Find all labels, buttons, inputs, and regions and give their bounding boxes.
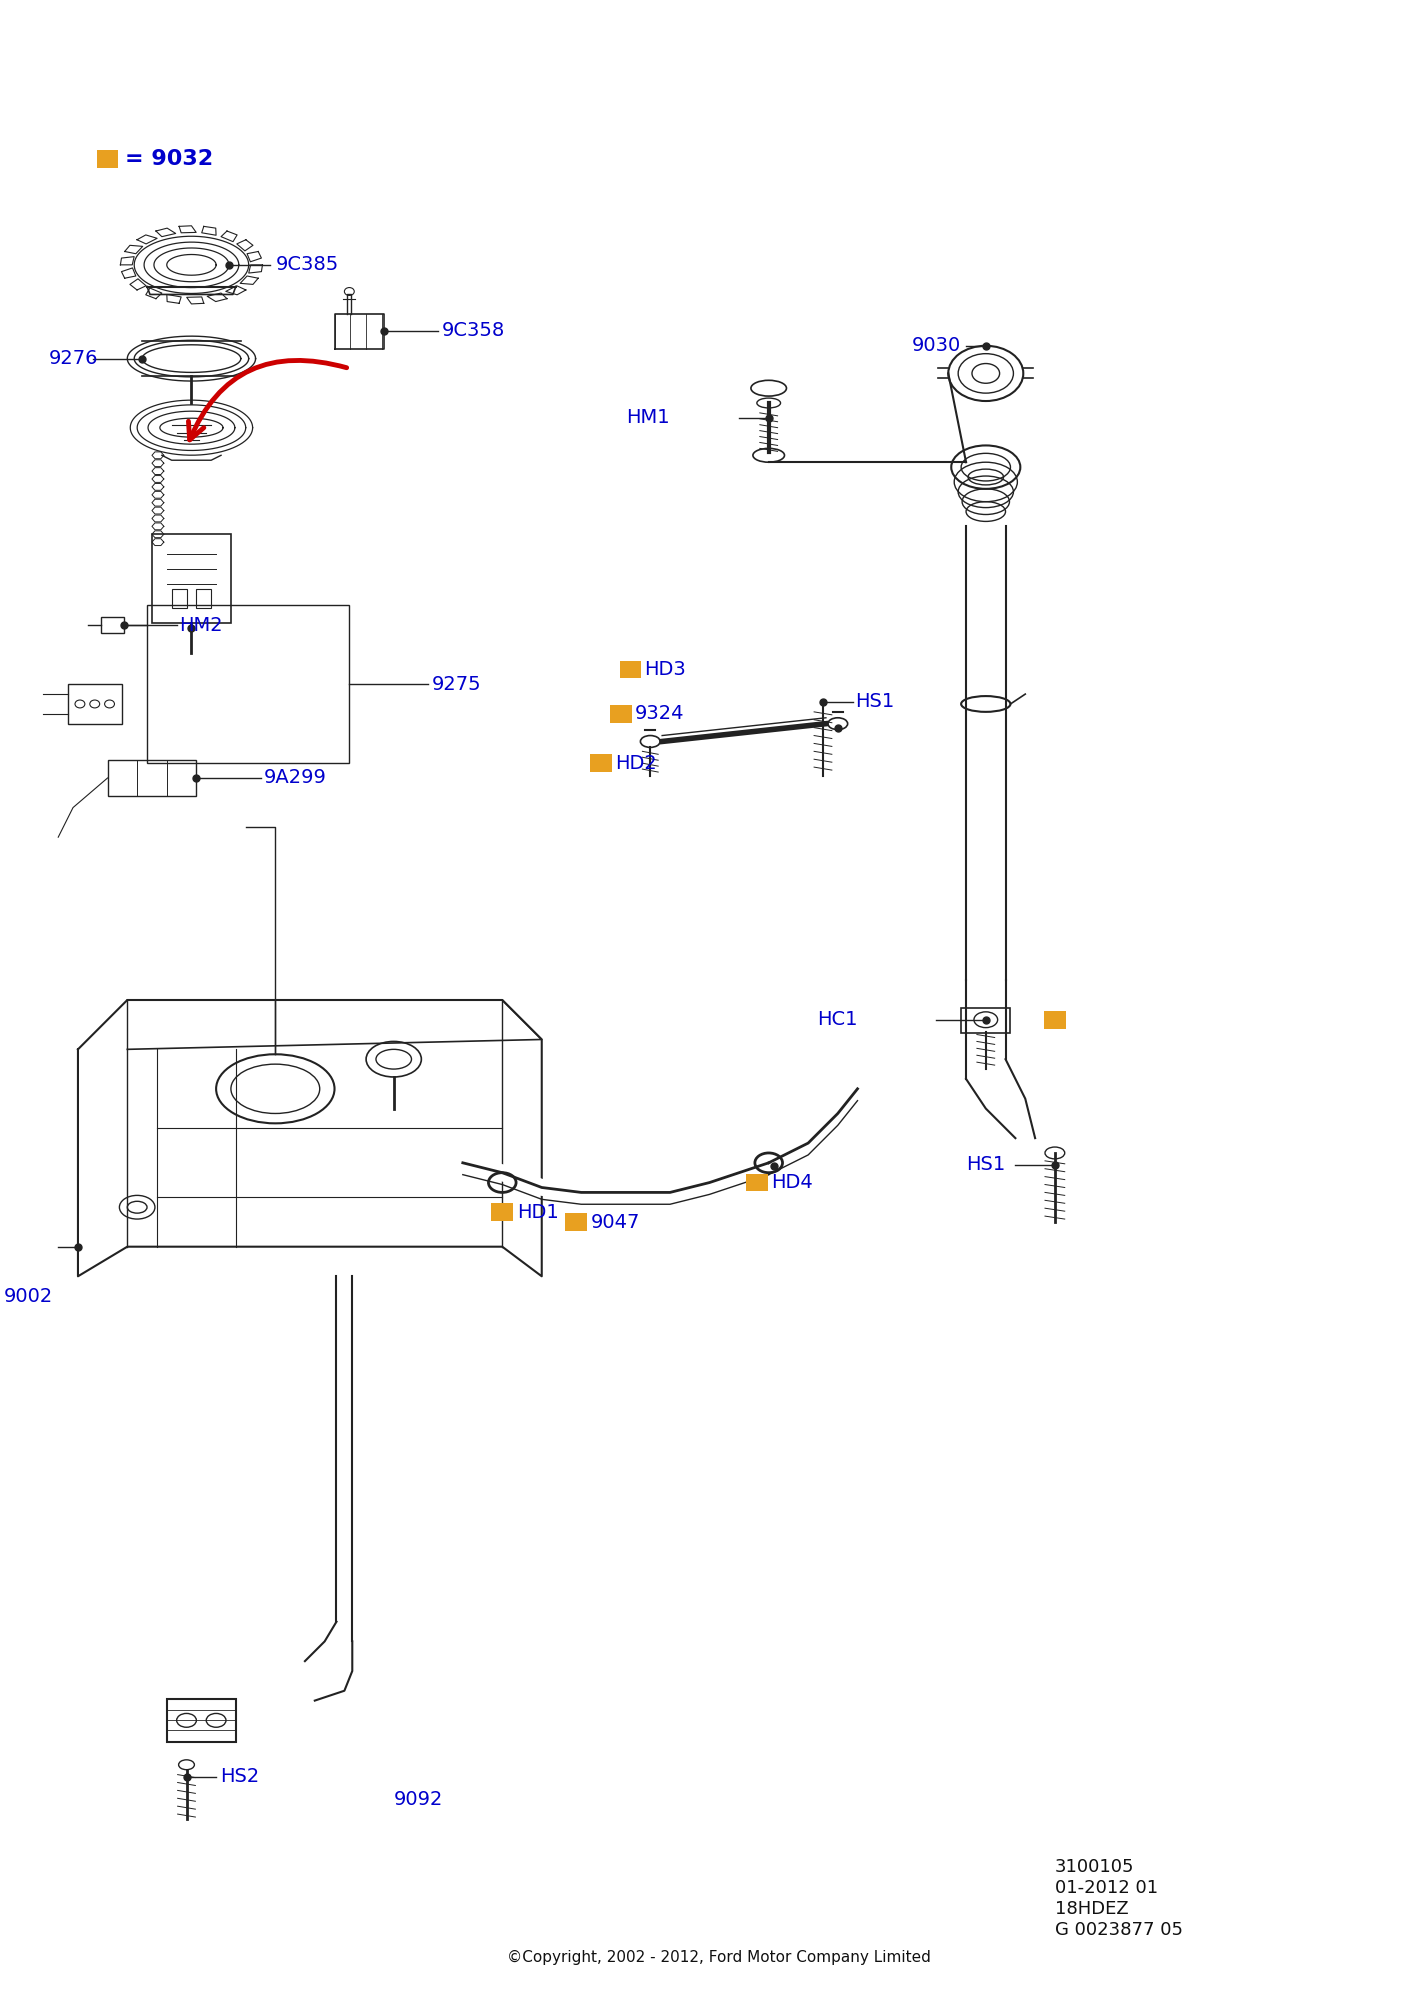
Text: HM2: HM2 [180,616,223,634]
Bar [1044,1010,1066,1028]
Text: 9324: 9324 [634,704,683,724]
Text: HD4: HD4 [770,1174,813,1192]
Bar [620,660,641,678]
Text: HD2: HD2 [615,754,657,772]
Text: HS2: HS2 [220,1768,259,1786]
Text: HD3: HD3 [644,660,686,678]
Bar [590,754,611,772]
Text: HD1: HD1 [518,1202,559,1222]
Text: 9C385: 9C385 [275,256,339,274]
Bar [108,760,196,796]
Bar [492,1204,513,1222]
Bar [167,1698,235,1742]
Text: 9047: 9047 [591,1212,641,1232]
Text: 9C358: 9C358 [442,322,505,340]
Bar [68,684,122,724]
Text: = 9032: = 9032 [125,150,214,170]
Text: 9002: 9002 [4,1286,54,1306]
Bar [172,588,187,608]
Text: 9092: 9092 [394,1790,442,1808]
Text: HM1: HM1 [627,408,671,428]
Text: HC1: HC1 [817,1010,858,1030]
Text: 9276: 9276 [48,350,98,368]
Bar [610,704,631,722]
Text: 9275: 9275 [432,674,482,694]
Bar [147,606,349,764]
Text: 3100105
01-2012 01
18HDEZ
G 0023877 05: 3100105 01-2012 01 18HDEZ G 0023877 05 [1055,1858,1183,1938]
Text: 9030: 9030 [912,336,961,356]
Bar [196,588,211,608]
Text: HS1: HS1 [855,692,895,712]
Text: HS1: HS1 [966,1156,1005,1174]
Bar [152,534,231,624]
Bar [101,618,125,632]
Bar [96,150,119,168]
Text: 9A299: 9A299 [264,768,326,788]
Bar [961,1008,1011,1032]
Bar [746,1174,767,1192]
Text: ©Copyright, 2002 - 2012, Ford Motor Company Limited: ©Copyright, 2002 - 2012, Ford Motor Comp… [508,1950,932,1964]
Bar [566,1214,587,1230]
